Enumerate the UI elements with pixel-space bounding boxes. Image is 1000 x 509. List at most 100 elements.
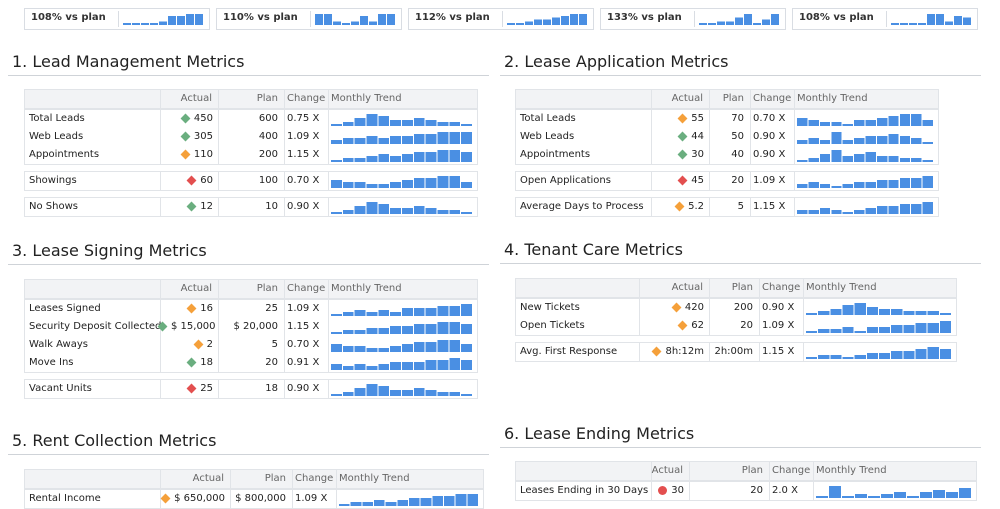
trend-bar — [717, 21, 725, 25]
trend-bar — [909, 23, 917, 25]
trend-bar — [888, 206, 899, 214]
trend-bar — [918, 23, 926, 25]
monthly-trend-sparkline — [806, 321, 951, 333]
trend-bar — [461, 360, 472, 370]
status-diamond-icon — [186, 383, 197, 393]
header-monthly-trend: Monthly Trend — [331, 283, 402, 294]
column-divider — [328, 380, 329, 398]
trend-bar — [543, 19, 551, 25]
actual-text: 110 — [193, 149, 213, 160]
section-title: 5. Rent Collection Metrics — [12, 431, 217, 450]
header-plan: Plan — [264, 473, 286, 484]
column-divider — [651, 110, 652, 164]
trend-bar — [455, 494, 467, 506]
monthly-trend-sparkline — [816, 486, 971, 498]
trend-bar — [911, 178, 922, 188]
actual-value: $ 650,000 — [159, 493, 225, 505]
trend-bar — [331, 160, 342, 162]
column-divider — [803, 343, 804, 361]
actual-value: 2 — [159, 339, 213, 351]
change-value: 1.09 X — [295, 493, 328, 504]
trend-bar — [516, 23, 524, 25]
kpi-card[interactable]: 112% vs plan — [408, 8, 594, 30]
monthly-trend-sparkline — [331, 176, 472, 188]
trend-bar — [829, 486, 841, 498]
status-diamond-icon — [186, 175, 197, 185]
header-change: Change — [753, 93, 792, 104]
metric-name: Rental Income — [29, 493, 101, 504]
trend-bar — [378, 154, 390, 162]
trend-bar — [579, 14, 587, 25]
trend-bar — [449, 358, 461, 370]
trend-bar — [819, 122, 831, 126]
metric-name: Web Leads — [29, 131, 84, 142]
column-divider — [160, 172, 161, 190]
trend-bar — [449, 340, 461, 352]
trend-bar — [366, 384, 378, 396]
trend-bar — [331, 364, 342, 370]
metric-name: Web Leads — [520, 131, 575, 142]
trend-bar — [378, 184, 390, 188]
trend-bar — [413, 308, 425, 316]
actual-text: 30 — [671, 485, 684, 496]
trend-bar — [467, 494, 478, 506]
plan-value: $ 800,000 — [235, 493, 286, 504]
change-value: 0.90 X — [287, 201, 320, 212]
column-divider — [750, 172, 751, 190]
trend-bar — [449, 392, 461, 396]
trend-bar — [402, 362, 413, 370]
trend-bar — [818, 311, 830, 315]
status-diamond-icon — [677, 149, 688, 159]
trend-bar — [865, 208, 876, 214]
trend-bar — [390, 390, 401, 396]
trend-bar — [354, 118, 366, 126]
kpi-card[interactable]: 133% vs plan — [600, 8, 786, 30]
section-divider — [500, 263, 981, 264]
column-divider — [709, 90, 710, 108]
trend-bar — [939, 349, 951, 359]
header-actual: Actual — [671, 93, 703, 104]
kpi-card[interactable]: 108% vs plan — [24, 8, 210, 30]
plan-value: 40 — [731, 149, 744, 160]
trend-bar — [413, 342, 425, 352]
column-divider — [759, 279, 760, 297]
trend-bar — [425, 152, 437, 162]
trend-bar — [868, 496, 880, 498]
column-divider — [218, 380, 219, 398]
trend-bar — [342, 23, 350, 25]
trend-bar — [449, 150, 461, 162]
change-value: 0.91 X — [287, 357, 320, 368]
column-divider — [794, 110, 795, 164]
column-divider — [709, 279, 710, 297]
status-diamond-icon — [677, 175, 688, 185]
column-divider — [651, 462, 652, 480]
actual-value: 45 — [650, 175, 704, 187]
trend-bar — [911, 138, 922, 144]
actual-text: 305 — [193, 131, 213, 142]
trend-bar — [830, 355, 842, 359]
kpi-sparkline — [315, 14, 395, 25]
header-change: Change — [772, 465, 811, 476]
column-divider — [750, 110, 751, 164]
metric-name: No Shows — [29, 201, 78, 212]
trend-bar — [342, 330, 354, 334]
kpi-divider — [886, 11, 887, 27]
kpi-card[interactable]: 108% vs plan — [792, 8, 978, 30]
trend-bar — [881, 494, 893, 498]
trend-bar — [425, 178, 437, 188]
kpi-card[interactable]: 110% vs plan — [216, 8, 402, 30]
trend-bar — [331, 124, 342, 126]
trend-bar — [362, 502, 373, 506]
actual-text: 30 — [691, 149, 704, 160]
trend-bar — [888, 116, 899, 126]
trend-bar — [922, 160, 933, 162]
trend-bar — [831, 186, 842, 188]
metric-name: New Tickets — [520, 302, 580, 313]
column-divider — [292, 490, 293, 508]
status-diamond-icon — [186, 357, 197, 367]
metric-name: Avg. First Response — [520, 346, 618, 357]
plan-value: 18 — [265, 383, 278, 394]
status-diamond-icon — [186, 303, 197, 313]
column-divider — [794, 198, 795, 216]
trend-bar — [449, 210, 461, 214]
